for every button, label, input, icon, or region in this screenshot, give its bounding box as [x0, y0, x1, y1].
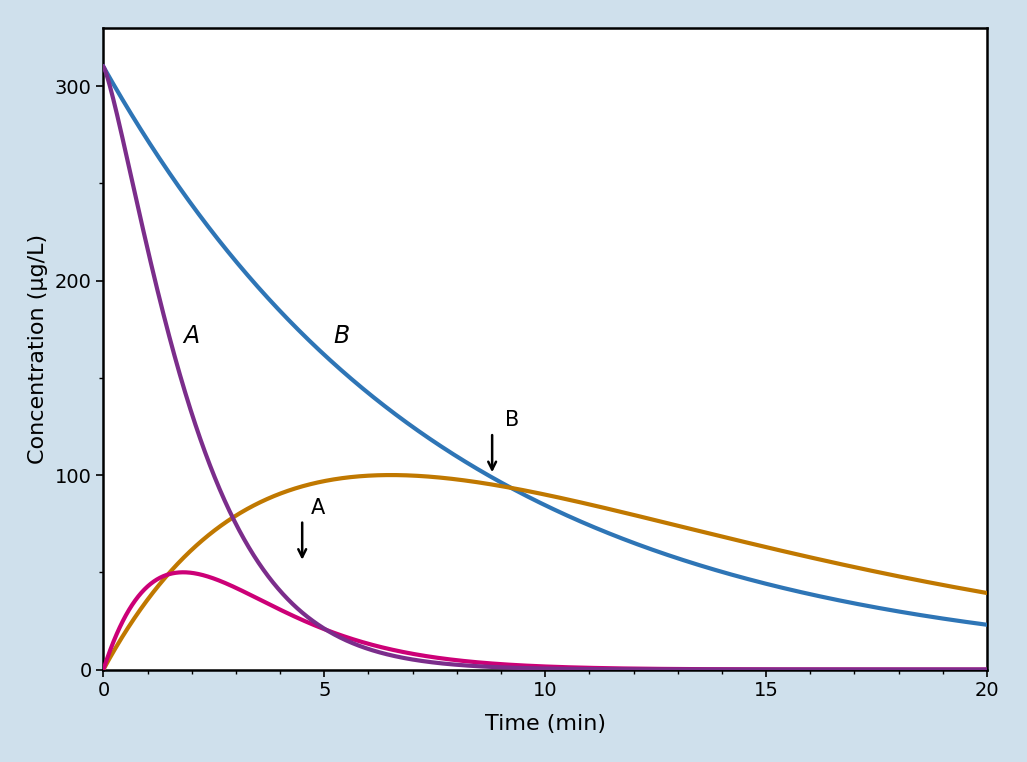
Text: B: B [333, 324, 349, 347]
Text: A: A [311, 498, 326, 518]
Text: A: A [183, 324, 199, 347]
Text: B: B [505, 411, 520, 431]
Y-axis label: Concentration (μg/L): Concentration (μg/L) [28, 234, 48, 464]
X-axis label: Time (min): Time (min) [485, 714, 606, 735]
